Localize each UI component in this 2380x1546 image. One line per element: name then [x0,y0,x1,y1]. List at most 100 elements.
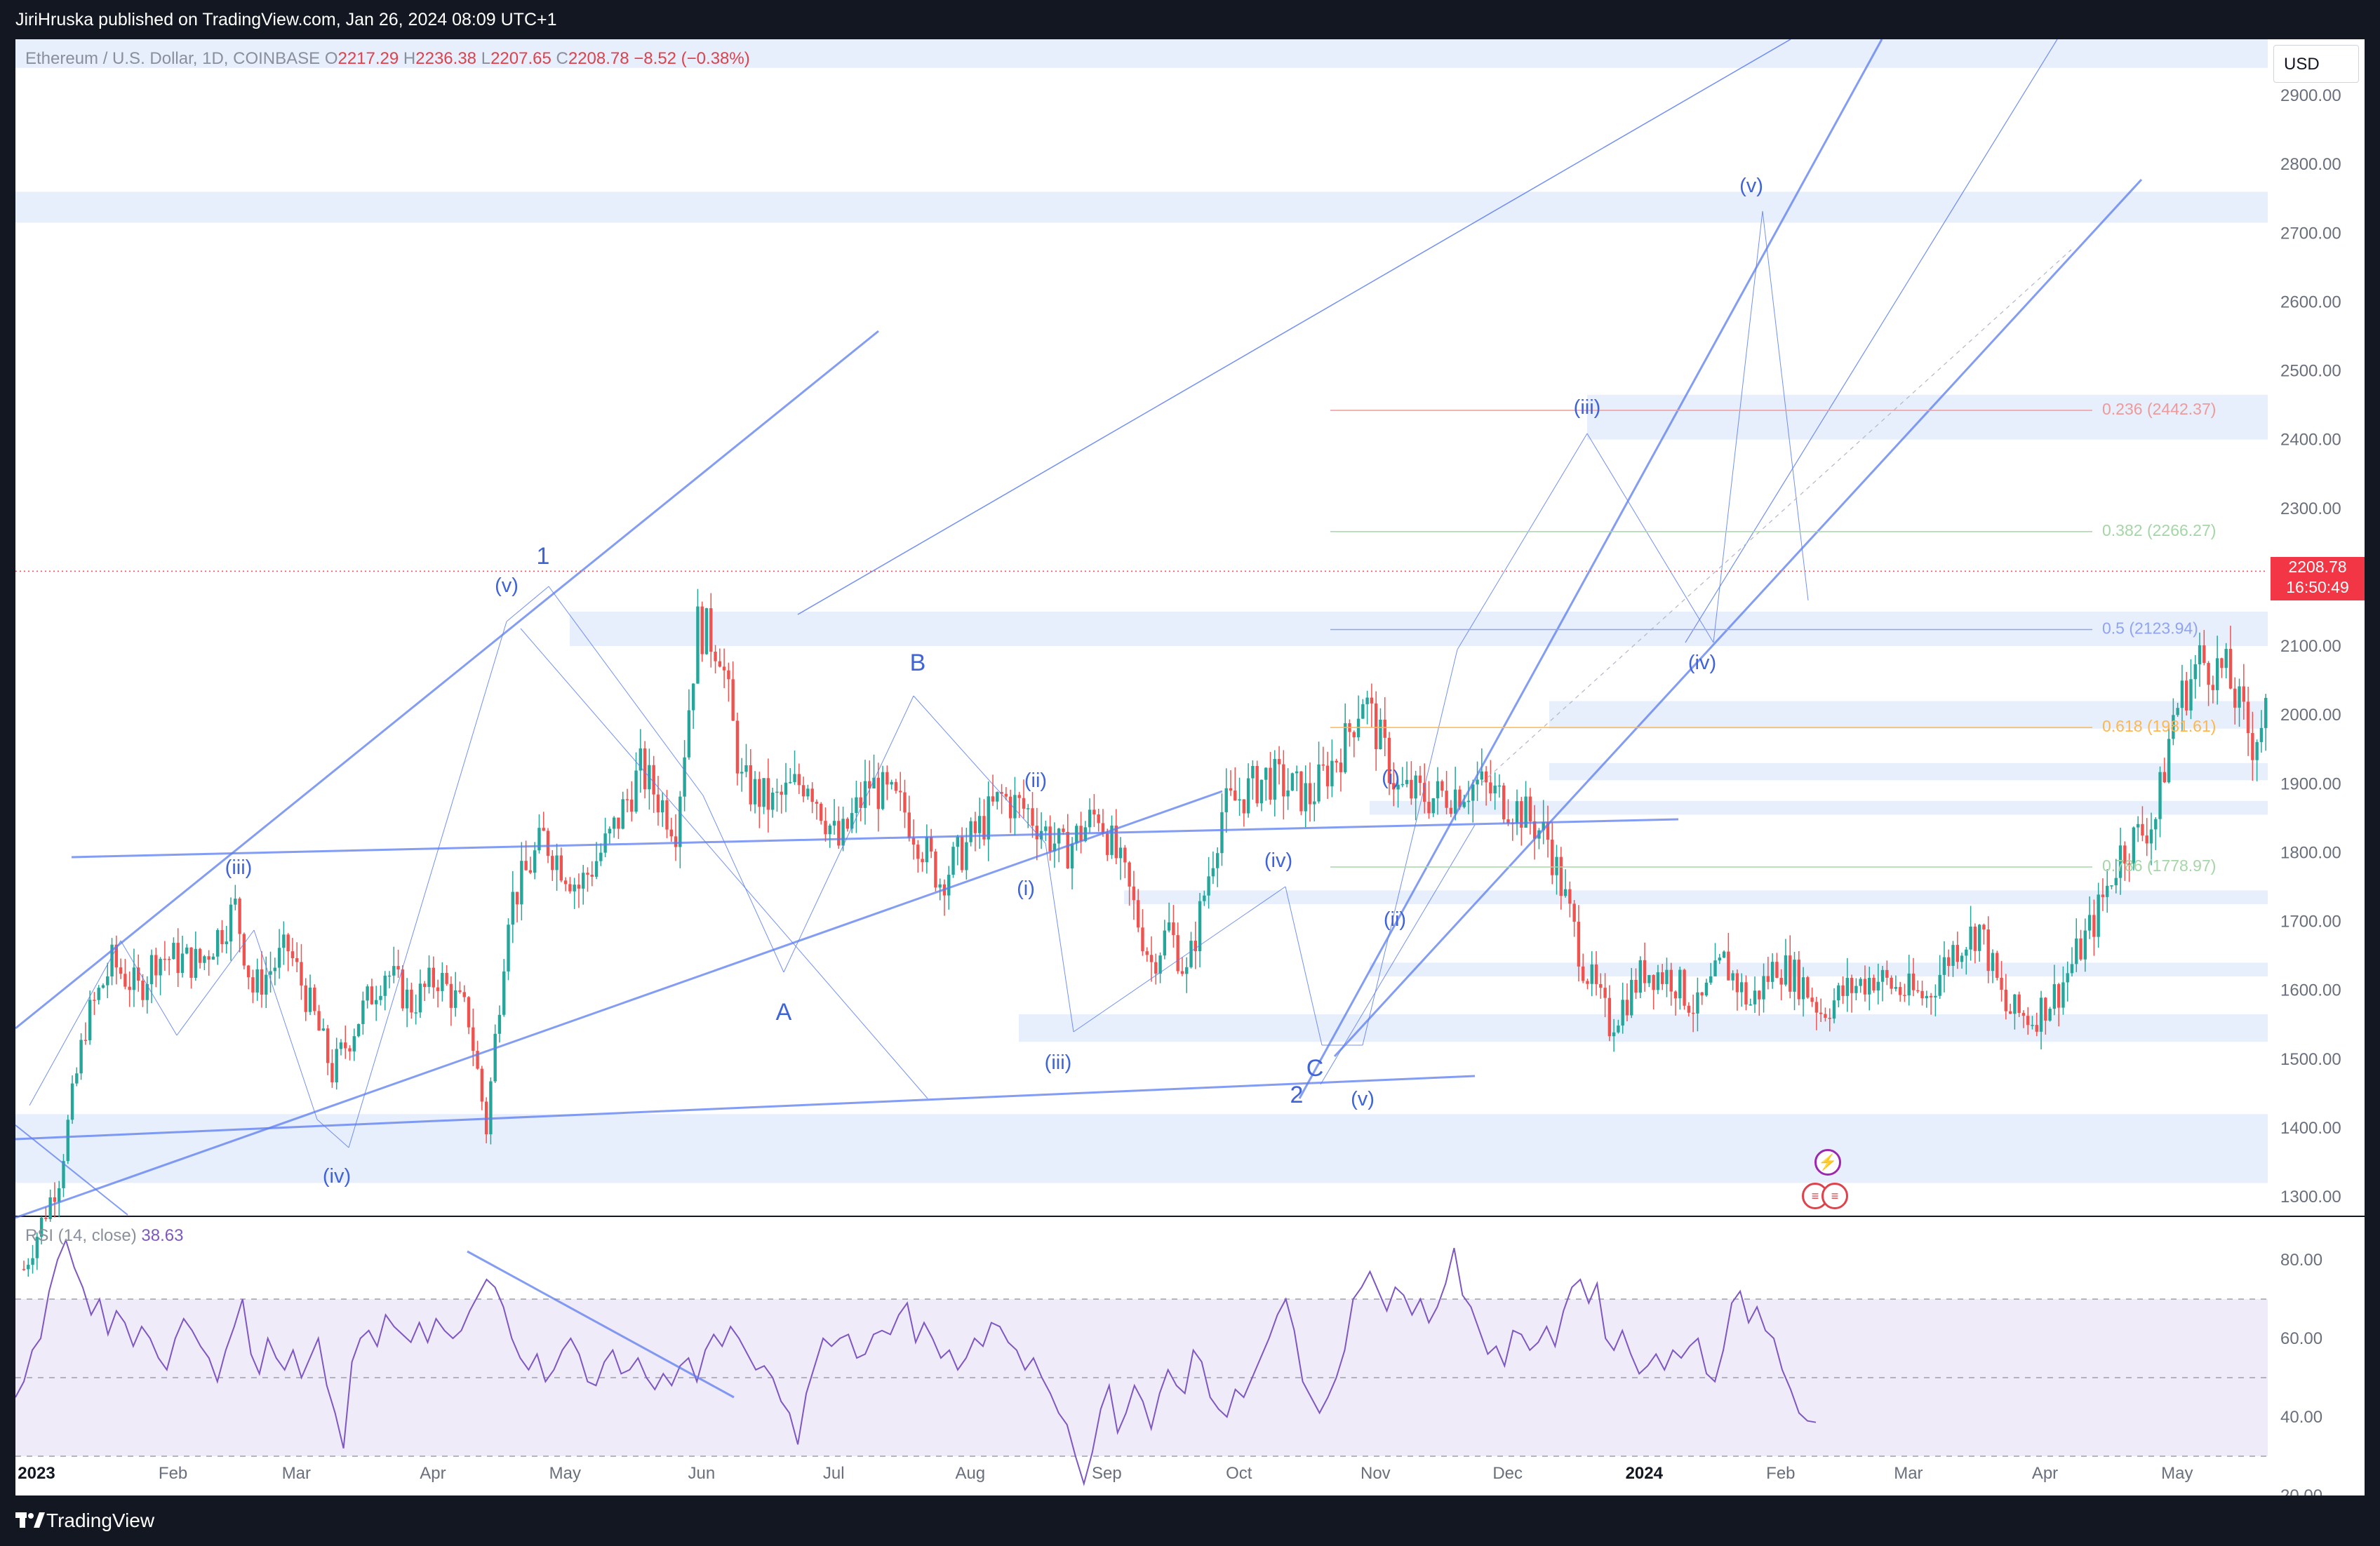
candle-body [1273,759,1276,800]
candle-body [1586,981,1589,984]
candle-body [1661,972,1664,984]
candle-body [1920,990,1924,999]
candle-body [1942,957,1946,975]
candle-body [714,652,717,661]
price-axis-tick: 1800.00 [2280,843,2341,862]
wave-trendline [1457,433,1588,650]
candle-body [907,812,911,838]
candle-body [700,606,704,654]
wave-trendline [316,1119,349,1148]
us-flag-event-icon-2[interactable]: ≡ [1821,1183,1848,1209]
candle-body [2149,829,2153,844]
candle-body [1106,833,1109,855]
candle-body [1339,762,1343,772]
candle-body [1427,802,1431,814]
candle-body [1176,935,1179,972]
wave-trendline [702,795,784,973]
candle-body [1295,771,1299,774]
publisher-bar: JiriHruska published on TradingView.com,… [0,0,2380,39]
candle-body [203,956,206,963]
time-axis-tick: Jul [823,1464,845,1483]
candle-body [1568,889,1572,904]
support-zone [1019,1014,2268,1042]
candle-body [1282,764,1285,797]
rsi-legend: RSI (14, close) 38.63 [25,1226,183,1246]
support-zone [15,39,2268,68]
candle-body [969,821,972,842]
fib-level-label: 0.236 (2442.37) [2102,400,2216,418]
candle-body [1423,783,1426,802]
candle-body [31,1258,34,1265]
fib-level-label: 0.618 (1981.61) [2102,717,2216,735]
chart-canvas[interactable]: 0.236 (2442.37) 0.382 (2266.27) 0.5 (2123.… [15,39,2365,1495]
fib-level-label: 0.786 (1778.97) [2102,856,2216,875]
candle-body [2259,727,2264,742]
candle-body [1374,703,1378,750]
candle-body [1141,927,1144,952]
candle-body [1502,785,1506,820]
candle-body [731,679,735,721]
lightning-event-icon[interactable]: ⚡ [1814,1149,1841,1176]
candle-body [1449,807,1453,814]
candle-body [599,852,603,861]
candle-body [1220,812,1224,854]
candle-body [1960,955,1964,962]
candle-body [929,837,933,852]
candle-body [1845,978,1850,996]
candle-body [401,969,405,1009]
candle-body [128,986,131,990]
candle-body [110,944,114,976]
candle-body [594,861,599,877]
candle-body [1524,796,1527,828]
candle-body [1810,997,1814,1002]
candle-body [366,986,369,1001]
candle-body [2172,715,2175,739]
candle-body [1118,847,1123,859]
candle-body [665,800,669,830]
candle-body [154,955,158,976]
candle-body [603,833,607,853]
candle-body [810,788,814,802]
candle-body [1246,778,1250,814]
candle-body [1903,995,1906,996]
candle-body [1123,847,1127,863]
candle-body [1471,784,1475,801]
wave-trendline [1362,649,1458,1046]
price-axis-tick: 1900.00 [2280,774,2341,793]
candle-body [1704,982,1709,996]
candle-body [1317,764,1321,802]
time-axis-tick: May [549,1464,581,1483]
candle-body [1269,767,1272,800]
rsi-axis-tick: 40.00 [2280,1408,2322,1427]
candle-body [432,967,435,988]
candle-body [1687,1005,1691,1013]
candle-body [48,1197,52,1219]
candle-body [1383,719,1386,738]
candle-body [2238,686,2241,708]
candle-body [837,821,841,846]
wave-label: C [1306,1055,1324,1082]
candle-body [1673,991,1678,999]
candle-body [194,948,198,978]
tradingview-brand: TradingView [46,1510,155,1531]
price-axis-tick: 1700.00 [2280,913,2341,932]
candle-body [973,821,977,833]
candle-body [1801,977,1805,1000]
wave-label: (iii) [1045,1051,1072,1074]
candle-body [1969,926,1972,950]
candle-body [1330,760,1334,786]
candle-body [1775,962,1779,979]
candle-body [537,828,541,851]
candle-body [1022,798,1026,809]
candle-body [1824,1014,1827,1019]
candle-body [678,796,682,847]
currency-selector[interactable]: USD [2273,45,2359,83]
candle-body [850,813,854,829]
candle-body [1885,969,1889,978]
candle-body [1092,809,1096,815]
candle-body [1255,765,1259,804]
candle-body [308,987,312,1012]
chart-panel[interactable]: 0.236 (2442.37) 0.382 (2266.27) 0.5 (2123.… [15,39,2365,1495]
candle-body [2017,994,2021,1014]
wave-trendline [1586,433,1714,643]
